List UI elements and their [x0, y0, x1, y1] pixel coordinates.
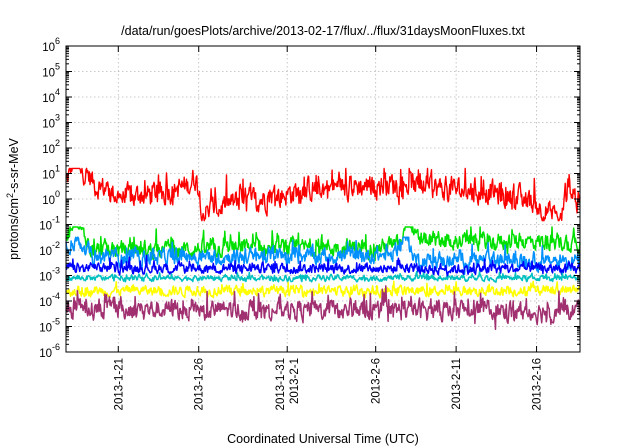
y-tick-base: 10 [42, 195, 55, 207]
y-tick-exp: 1 [55, 164, 60, 174]
series-line-purple [65, 285, 581, 331]
y-tick-exp: 2 [55, 138, 60, 148]
series-line-blue [65, 254, 581, 279]
y-axis-label-sup: 2 [5, 193, 15, 198]
ticks [66, 45, 580, 353]
y-tick-exp: 4 [55, 87, 60, 97]
y-tick-exp: -5 [52, 317, 60, 327]
y-tick-label: 10-4 [39, 291, 60, 309]
y-tick-base: 10 [39, 246, 52, 258]
y-tick-exp: -4 [52, 291, 60, 301]
y-axis-label-part: -s-sr-MeV [7, 137, 21, 193]
series-line-cyan [65, 270, 581, 283]
y-tick-base: 10 [42, 93, 55, 105]
x-tick-label: 2013-2-11 [451, 358, 463, 410]
series-line-lightblue [65, 236, 581, 275]
x-tick-label: 2013-1-26 [194, 358, 206, 410]
series-layer [65, 167, 581, 331]
y-tick-base: 10 [39, 323, 52, 335]
series-line-red [65, 167, 581, 222]
y-tick-label: 10-5 [39, 317, 60, 335]
y-tick-base: 10 [42, 68, 55, 80]
x-tick-label: 2013-2-1 [289, 358, 301, 404]
y-tick-exp: -3 [52, 266, 60, 276]
x-tick-labels: 2013-1-21 2013-1-26 2013-1-31 2013-2-1 2013-… [113, 358, 543, 410]
y-tick-exp: 0 [55, 189, 60, 199]
y-tick-base: 10 [42, 170, 55, 182]
y-tick-base: 10 [42, 119, 55, 131]
y-tick-base: 10 [39, 221, 52, 233]
y-tick-label: 106 [42, 36, 60, 54]
y-tick-label: 102 [42, 138, 60, 156]
chart-title: /data/run/goesPlots/archive/2013-02-17/f… [121, 24, 525, 38]
y-tick-exp: -2 [52, 240, 60, 250]
y-tick-labels: 10-610-510-410-310-210-11001011021031041… [39, 36, 60, 360]
y-tick-exp: 6 [55, 36, 60, 46]
y-tick-label: 10-6 [39, 342, 60, 360]
y-axis-label: protons/cm2-s-sr-MeV [5, 137, 21, 259]
x-tick-label: 2013-1-21 [113, 358, 125, 410]
y-tick-label: 10-1 [39, 215, 60, 233]
x-tick-label: 2013-2-6 [371, 358, 383, 404]
y-tick-base: 10 [42, 144, 55, 156]
y-tick-base: 10 [42, 42, 55, 54]
y-tick-exp: -6 [52, 342, 60, 352]
y-tick-exp: 3 [55, 113, 60, 123]
y-tick-label: 10-3 [39, 266, 60, 284]
y-tick-label: 101 [42, 164, 60, 182]
y-tick-base: 10 [39, 348, 52, 360]
y-tick-label: 104 [42, 87, 60, 105]
y-axis-label-part: protons/cm [7, 198, 21, 260]
x-axis-label: Coordinated Universal Time (UTC) [227, 432, 419, 446]
series-line-yellow [65, 280, 581, 299]
y-tick-label: 10-2 [39, 240, 60, 258]
y-tick-base: 10 [39, 272, 52, 284]
y-tick-exp: -1 [52, 215, 60, 225]
y-tick-label: 105 [42, 62, 60, 80]
y-tick-label: 100 [42, 189, 60, 207]
x-tick-label: 2013-1-31 [275, 358, 287, 410]
x-tick-label: 2013-2-16 [532, 358, 544, 410]
y-tick-base: 10 [39, 297, 52, 309]
y-tick-exp: 5 [55, 62, 60, 72]
y-tick-label: 103 [42, 113, 60, 131]
